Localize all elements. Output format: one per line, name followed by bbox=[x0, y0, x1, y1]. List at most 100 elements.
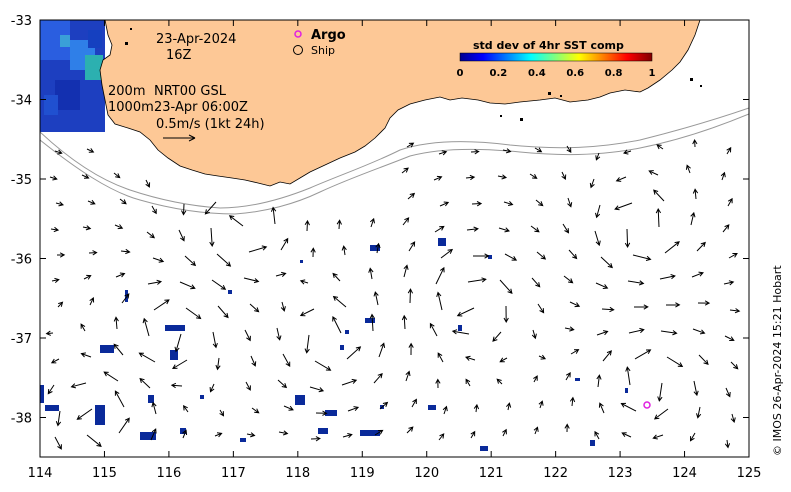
current-arrow bbox=[598, 402, 605, 414]
current-arrow bbox=[375, 242, 381, 254]
current-arrow bbox=[209, 383, 215, 393]
current-arrow bbox=[347, 406, 360, 412]
current-arrow bbox=[309, 386, 325, 393]
current-arrow bbox=[408, 342, 414, 356]
current-arrow bbox=[594, 430, 600, 440]
current-arrow bbox=[471, 201, 483, 207]
sst-patch bbox=[40, 20, 105, 132]
current-arrow bbox=[80, 352, 92, 358]
current-arrow bbox=[82, 225, 92, 231]
current-arrow bbox=[632, 254, 652, 261]
current-arrow bbox=[696, 241, 706, 252]
current-arrow bbox=[406, 426, 414, 434]
current-arrow bbox=[624, 228, 631, 249]
current-arrow bbox=[692, 138, 698, 148]
current-arrow bbox=[153, 299, 170, 311]
current-arrow bbox=[692, 328, 706, 335]
current-arrow bbox=[50, 226, 60, 233]
map-hour: 16Z bbox=[166, 48, 192, 63]
y-tick-label: -33 bbox=[11, 14, 32, 29]
current-arrow bbox=[310, 247, 316, 258]
current-arrow bbox=[615, 176, 627, 182]
current-arrow bbox=[70, 382, 87, 389]
ship-legend-icon bbox=[293, 45, 303, 55]
current-arrow bbox=[215, 357, 221, 371]
current-arrow bbox=[657, 382, 663, 402]
current-arrow bbox=[332, 295, 347, 308]
current-arrow bbox=[440, 248, 454, 259]
current-arrow bbox=[620, 402, 637, 412]
current-arrow bbox=[537, 303, 545, 314]
current-arrow bbox=[728, 253, 738, 259]
current-arrow bbox=[692, 188, 699, 200]
current-arrow bbox=[183, 404, 189, 413]
current-arrow bbox=[373, 291, 379, 306]
current-arrow bbox=[185, 307, 202, 320]
current-arrow bbox=[442, 405, 448, 415]
current-arrow bbox=[121, 293, 130, 304]
current-arrow bbox=[535, 199, 544, 207]
current-arrow bbox=[118, 417, 130, 434]
x-tick-label: 118 bbox=[285, 466, 310, 481]
current-arrow bbox=[564, 326, 575, 332]
current-arrow bbox=[434, 225, 445, 233]
current-arrow bbox=[653, 189, 665, 202]
current-arrow bbox=[451, 329, 470, 335]
current-arrow bbox=[315, 410, 328, 416]
current-arrow bbox=[246, 432, 256, 438]
current-arrow bbox=[465, 378, 471, 387]
current-arrow bbox=[88, 250, 98, 256]
current-arrow bbox=[502, 148, 512, 154]
current-arrow bbox=[45, 330, 54, 336]
current-arrow bbox=[114, 224, 124, 230]
current-arrow bbox=[341, 245, 347, 256]
current-arrow bbox=[374, 429, 384, 436]
current-arrow bbox=[57, 301, 64, 308]
x-tick-label: 114 bbox=[28, 466, 53, 481]
current-arrow bbox=[401, 314, 408, 330]
colorbar bbox=[459, 52, 653, 62]
current-arrow bbox=[250, 355, 257, 367]
current-arrow bbox=[569, 396, 576, 407]
current-arrow bbox=[628, 327, 645, 334]
current-arrow bbox=[666, 356, 684, 367]
current-arrow bbox=[113, 316, 119, 330]
current-arrow bbox=[406, 142, 415, 148]
current-arrow bbox=[621, 432, 632, 438]
current-arrow bbox=[304, 334, 310, 354]
plot-frame bbox=[39, 19, 750, 458]
current-arrow bbox=[54, 436, 62, 450]
current-arrow bbox=[648, 170, 659, 176]
colorbar-tick-label: 0.4 bbox=[528, 68, 546, 79]
current-arrow bbox=[653, 408, 669, 420]
current-arrow bbox=[602, 350, 612, 362]
colorbar-tick-label: 0.6 bbox=[566, 68, 584, 79]
y-tick-label: -34 bbox=[11, 94, 32, 109]
current-arrow bbox=[561, 171, 567, 181]
current-arrow bbox=[401, 167, 409, 174]
current-arrow bbox=[531, 329, 537, 340]
current-arrow bbox=[730, 413, 736, 423]
current-arrow bbox=[614, 202, 633, 211]
current-arrow bbox=[280, 301, 286, 312]
current-arrow bbox=[403, 264, 409, 278]
x-tick-label: 117 bbox=[221, 466, 246, 481]
current-arrow bbox=[139, 377, 151, 389]
current-arrow bbox=[219, 409, 225, 417]
contour-200m bbox=[40, 107, 749, 209]
product-label: NRT00 GSL bbox=[154, 84, 227, 99]
current-arrow bbox=[656, 144, 664, 150]
contour-1000m bbox=[40, 113, 749, 215]
current-arrow bbox=[119, 198, 127, 205]
current-arrow bbox=[114, 390, 125, 408]
credit-text: © IMOS 26-Apr-2024 15:21 Hobart bbox=[771, 265, 784, 456]
current-arrow bbox=[665, 302, 681, 308]
current-arrow bbox=[533, 375, 538, 383]
current-arrow bbox=[436, 291, 443, 311]
current-arrow bbox=[402, 217, 410, 226]
current-arrow bbox=[172, 359, 188, 370]
current-arrow bbox=[204, 201, 217, 215]
land-australia bbox=[99, 20, 701, 187]
y-tick-label: -35 bbox=[11, 173, 32, 188]
current-arrow bbox=[729, 308, 741, 314]
